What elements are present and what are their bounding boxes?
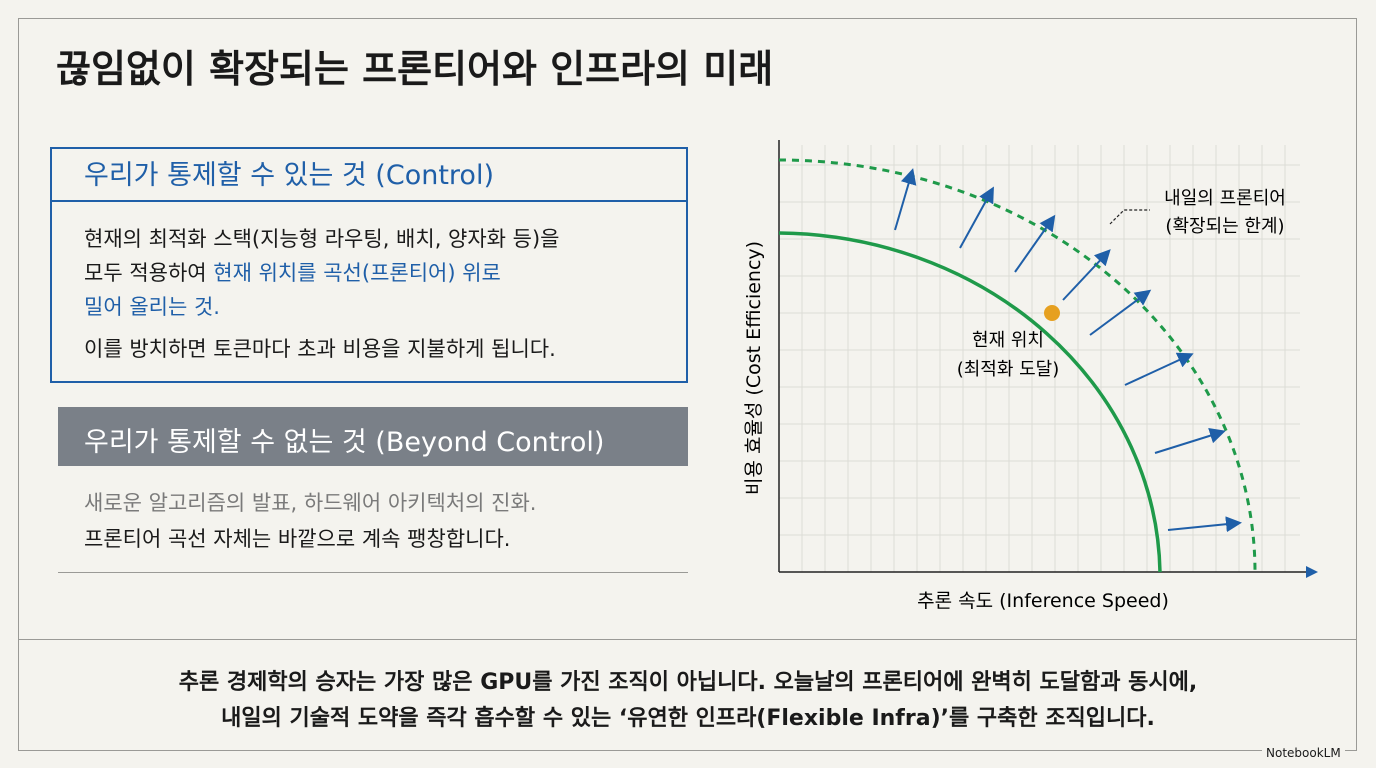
current-label: 현재 위치 — [972, 330, 1044, 351]
future-frontier — [778, 158, 1257, 573]
current-point — [1044, 305, 1060, 321]
leader — [1109, 209, 1150, 225]
grid — [779, 145, 1300, 572]
beyond-header — [58, 407, 688, 466]
divider — [18, 639, 1357, 640]
footer-line: 내일의 기술적 도약을 즉각 흡수할 수 있는 ‘유연한 인프라(Flexibl… — [221, 706, 1155, 731]
brand: NotebookLM — [1262, 744, 1345, 762]
beyond-line: 프론티어 곡선 자체는 바깥으로 계속 팽창합니다. — [84, 527, 511, 551]
control-line: 모두 적용하여 — [84, 261, 214, 285]
arrows — [894, 168, 1242, 533]
title: 끊임없이 확장되는 프론티어와 인프라의 미래 — [56, 47, 774, 91]
future-label: (확장되는 한계) — [1165, 216, 1284, 237]
highlight: 밀어 올리는 것. — [84, 295, 220, 319]
footer-line: 추론 경제학의 승자는 가장 많은 GPU를 가진 조직이 아닙니다. 오늘날의… — [178, 670, 1198, 695]
x-axis-label: 추론 속도 (Inference Speed) — [917, 590, 1169, 612]
frame — [18, 18, 1357, 751]
current-label: (최적화 도달) — [957, 359, 1060, 380]
control-divider — [50, 200, 688, 202]
highlight: 현재 위치를 곡선(프론티어) 위로 — [213, 261, 501, 285]
control-heading: 우리가 통제할 수 있는 것 (Control) — [84, 160, 494, 191]
beyond-heading: 우리가 통제할 수 없는 것 (Beyond Control) — [84, 427, 605, 458]
future-label: 내일의 프론티어 — [1164, 188, 1286, 209]
beyond-rule — [58, 572, 688, 573]
beyond-line: 새로운 알고리즘의 발표, 하드웨어 아키텍처의 진화. — [84, 491, 537, 515]
control-line: 현재의 최적화 스택(지능형 라우팅, 배치, 양자화 등)을 — [84, 227, 560, 251]
control-line: 모두 적용하여 현재 위치를 곡선(프론티어) 위로 — [84, 257, 501, 287]
control-panel — [50, 147, 688, 383]
y-axis-label: 비용 효율성 (Cost Efficiency) — [743, 241, 765, 495]
current-frontier — [778, 231, 1162, 573]
control-note: 이를 방치하면 토큰마다 초과 비용을 지불하게 됩니다. — [84, 337, 556, 361]
